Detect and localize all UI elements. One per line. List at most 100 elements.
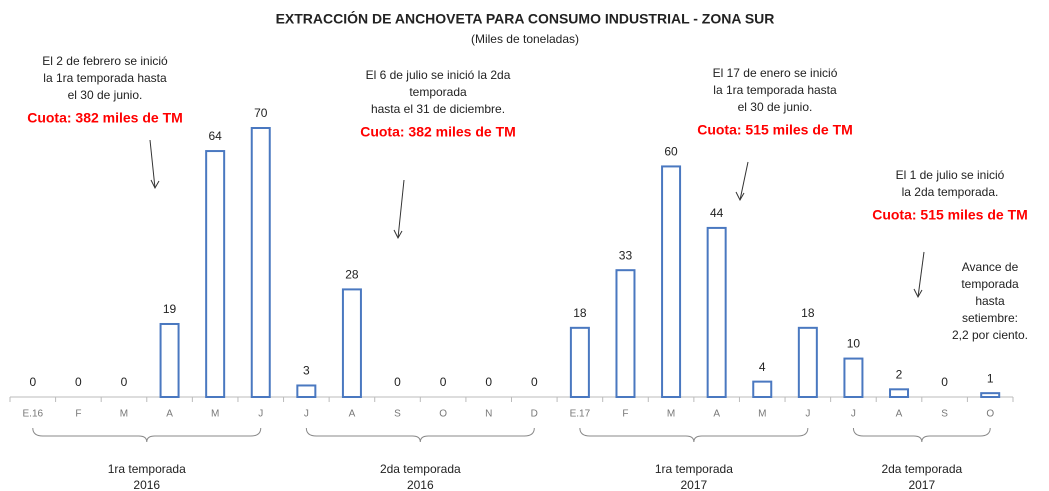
group-bracket <box>852 427 991 443</box>
x-tick-label: D <box>531 409 538 420</box>
annotation-text: El 6 de julio se inició la 2da <box>366 68 511 82</box>
x-tick-label: A <box>713 409 720 420</box>
x-tick-label: E.17 <box>570 409 591 420</box>
x-tick-label: A <box>896 409 903 420</box>
group-label: 2da temporada <box>380 462 461 476</box>
annotation-quota: Cuota: 382 miles de TM <box>27 110 183 126</box>
x-tick-label: J <box>851 409 856 420</box>
annotation-text: la 1ra temporada hasta <box>713 83 837 97</box>
x-tick-label: A <box>349 409 356 420</box>
x-tick-label: S <box>941 409 948 420</box>
group-label: 2016 <box>133 478 160 491</box>
x-tick-label: E.16 <box>23 409 44 420</box>
bar <box>296 384 317 399</box>
value-label: 18 <box>801 306 815 320</box>
x-tick-label: M <box>120 409 128 420</box>
arrow <box>149 139 156 189</box>
annotation-text: El 17 de enero se inició <box>713 66 838 80</box>
bar <box>615 269 636 398</box>
annotation-text: hasta el 31 de diciembre. <box>371 102 505 116</box>
value-label: 0 <box>29 375 36 389</box>
bar <box>205 150 226 398</box>
value-label: 10 <box>847 337 861 351</box>
bar <box>250 127 271 398</box>
arrow <box>397 179 405 239</box>
arrow-head <box>393 229 403 240</box>
group-bracket <box>32 427 262 443</box>
value-label: 0 <box>485 375 492 389</box>
x-tick-label: J <box>805 409 810 420</box>
group-label: 2da temporada <box>881 462 962 476</box>
value-label: 64 <box>208 129 222 143</box>
annotation-text: El 2 de febrero se inició <box>42 54 168 68</box>
value-label: 44 <box>710 206 724 220</box>
x-tick-label: J <box>258 409 263 420</box>
annotation-text: temporada <box>961 277 1019 291</box>
arrow-head <box>735 191 745 202</box>
annotation-quota: Cuota: 382 miles de TM <box>360 124 516 140</box>
group-label: 1ra temporada <box>655 462 733 476</box>
x-tick-label: O <box>986 409 994 420</box>
group-bracket <box>305 427 535 443</box>
value-label: 0 <box>440 375 447 389</box>
annotation-text: temporada <box>409 85 467 99</box>
value-label: 60 <box>664 145 678 159</box>
arrow <box>739 161 749 201</box>
value-label: 28 <box>345 268 359 282</box>
value-label: 4 <box>759 360 766 374</box>
annotation-text: la 2da temporada. <box>902 185 999 199</box>
bar <box>752 380 773 398</box>
value-label: 0 <box>394 375 401 389</box>
group-label: 2017 <box>681 478 708 491</box>
group-label: 2016 <box>407 478 434 491</box>
value-label: 3 <box>303 364 310 378</box>
group-bracket <box>579 427 809 443</box>
bar <box>706 226 727 398</box>
bar <box>889 388 910 399</box>
bar <box>980 392 1001 398</box>
arrow-head <box>150 179 160 190</box>
chart-subtitle: (Miles de toneladas) <box>471 32 579 46</box>
bar <box>797 326 818 399</box>
x-tick-label: M <box>667 409 675 420</box>
arrow-head <box>913 288 923 299</box>
x-tick-label: M <box>211 409 219 420</box>
bar <box>843 357 864 399</box>
x-tick-label: F <box>75 409 81 420</box>
annotation-text: hasta <box>975 294 1005 308</box>
annotation-text: Avance de <box>962 260 1019 274</box>
annotation-text: setiembre: <box>962 311 1018 325</box>
annotation-text: el 30 de junio. <box>68 88 143 102</box>
x-tick-label: M <box>758 409 766 420</box>
annotation-quota: Cuota: 515 miles de TM <box>697 122 853 138</box>
group-label: 2017 <box>908 478 935 491</box>
bar <box>661 165 682 398</box>
value-label: 1 <box>987 371 994 385</box>
value-label: 2 <box>896 367 903 381</box>
chart-title: EXTRACCIÓN DE ANCHOVETA PARA CONSUMO IND… <box>276 10 775 27</box>
value-label: 33 <box>619 248 633 262</box>
annotation-text: el 30 de junio. <box>738 100 813 114</box>
arrow <box>917 251 925 298</box>
x-tick-label: O <box>439 409 447 420</box>
x-tick-label: F <box>622 409 628 420</box>
bar <box>341 288 362 398</box>
annotation-text: la 1ra temporada hasta <box>43 71 167 85</box>
x-tick-label: N <box>485 409 492 420</box>
bar <box>569 326 590 399</box>
value-label: 0 <box>121 375 128 389</box>
annotation-text: 2,2 por ciento. <box>952 328 1028 342</box>
value-label: 18 <box>573 306 587 320</box>
annotation-text: El 1 de julio se inició <box>896 168 1005 182</box>
group-label: 1ra temporada <box>108 462 186 476</box>
value-label: 0 <box>75 375 82 389</box>
annotation-quota: Cuota: 515 miles de TM <box>872 207 1028 223</box>
value-label: 70 <box>254 106 268 120</box>
x-tick-label: S <box>394 409 401 420</box>
value-label: 0 <box>941 375 948 389</box>
value-label: 19 <box>163 302 177 316</box>
x-tick-label: J <box>304 409 309 420</box>
x-tick-label: A <box>166 409 173 420</box>
value-label: 0 <box>531 375 538 389</box>
